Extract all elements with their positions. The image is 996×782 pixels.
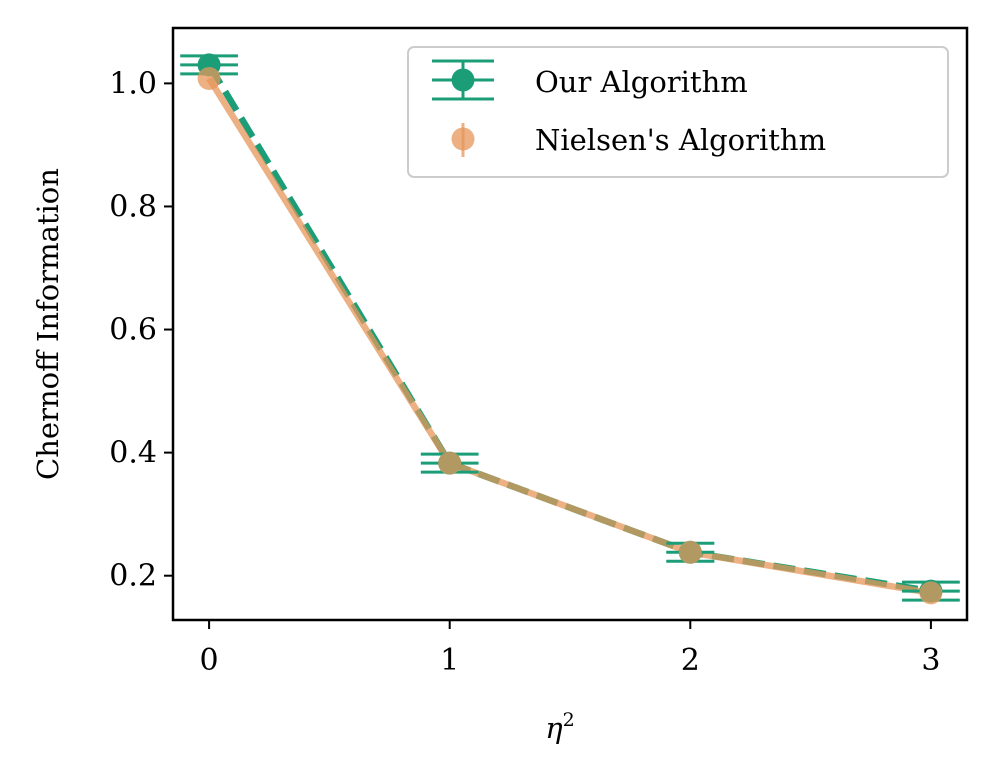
y-tick-label: 0.4	[109, 436, 157, 471]
plot-area	[180, 53, 960, 605]
data-point-nielsens-algorithm	[919, 581, 943, 605]
legend-label-our-algorithm: Our Algorithm	[535, 65, 748, 99]
legend-marker-nielsens-algorithm	[451, 123, 475, 157]
legend: Our Algorithm Nielsen's Algorithm	[407, 46, 949, 178]
y-tick-label: 0.6	[109, 313, 157, 348]
axes-frame	[171, 26, 969, 622]
x-tick-label: 1	[440, 643, 459, 678]
legend-box	[407, 46, 949, 178]
x-tick-label: 3	[921, 643, 940, 678]
axes	[171, 26, 969, 622]
y-axis-label: Chernoff Information	[31, 168, 65, 480]
legend-label-nielsens-algorithm: Nielsen's Algorithm	[535, 123, 826, 157]
legend-marker-our-algorithm	[432, 59, 494, 101]
legend-dot-our-algorithm	[451, 68, 475, 92]
ticks: 0 1 2 3 0.2 0.4 0.6 0.8 1.0	[109, 66, 940, 678]
x-axis-label: η2	[545, 709, 574, 745]
x-tick-label: 0	[200, 643, 219, 678]
legend-dot-nielsens-algorithm	[451, 127, 475, 151]
y-tick-label: 1.0	[109, 66, 157, 101]
x-tick-label: 2	[681, 643, 700, 678]
data-point-nielsens-algorithm	[197, 66, 221, 90]
data-point-nielsens-algorithm	[678, 540, 702, 564]
y-tick-label: 0.2	[109, 559, 157, 594]
y-tick-label: 0.8	[109, 189, 157, 224]
series-line-nielsens-algorithm	[206, 76, 932, 597]
data-point-nielsens-algorithm	[438, 451, 462, 475]
